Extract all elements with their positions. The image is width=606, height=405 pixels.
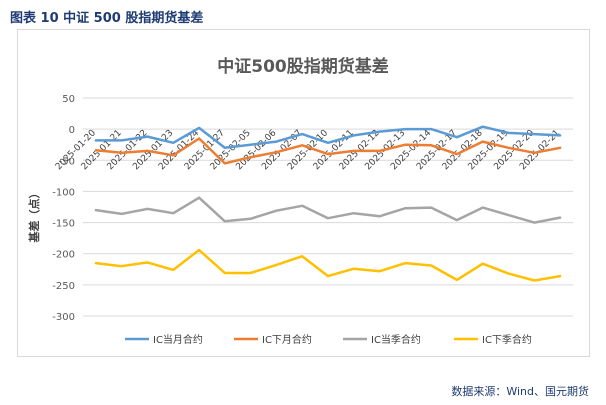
y-tick-label: -200 — [52, 250, 75, 261]
legend-label: IC下月合约 — [262, 333, 312, 346]
y-axis-ticks: 50 0 -50 -100 -150 -200 -250 -300 — [52, 94, 75, 323]
y-tick-label: -50 — [59, 156, 75, 167]
gridlines — [83, 97, 573, 317]
legend: IC当月合约 IC下月合约 IC当季合约 IC下季合约 — [125, 333, 532, 346]
legend-label: IC当月合约 — [153, 333, 203, 346]
x-axis-ticks: 2025-01-202025-01-212025-01-222025-01-23… — [54, 128, 562, 172]
legend-label: IC当季合约 — [371, 333, 421, 346]
series-line-1 — [94, 125, 562, 150]
y-tick-label: -250 — [52, 281, 75, 292]
y-tick-label: -300 — [52, 312, 75, 323]
series-line-3 — [94, 196, 562, 224]
y-tick-label: -100 — [52, 187, 75, 198]
y-tick-label: 0 — [69, 125, 75, 136]
legend-label: IC下季合约 — [482, 333, 532, 346]
y-tick-label: -150 — [52, 219, 75, 230]
series-lines — [94, 125, 562, 282]
y-axis-label: 基差（点） — [27, 188, 41, 244]
y-tick-label: 50 — [62, 94, 75, 105]
chart-area: 中证500股指期货基差 50 0 -50 -100 -150 -200 -250 -300 2… — [17, 29, 590, 357]
line-chart: 中证500股指期货基差 50 0 -50 -100 -150 -200 -250 -300 2… — [27, 56, 573, 346]
figure-label: 图表 10 中证 500 股指期货基差 — [10, 11, 204, 26]
chart-title: 中证500股指期货基差 — [217, 56, 389, 77]
data-source: 数据来源：Wind、国元期货 — [451, 385, 589, 398]
series-line-4 — [94, 248, 562, 282]
series-line-2 — [94, 137, 562, 165]
